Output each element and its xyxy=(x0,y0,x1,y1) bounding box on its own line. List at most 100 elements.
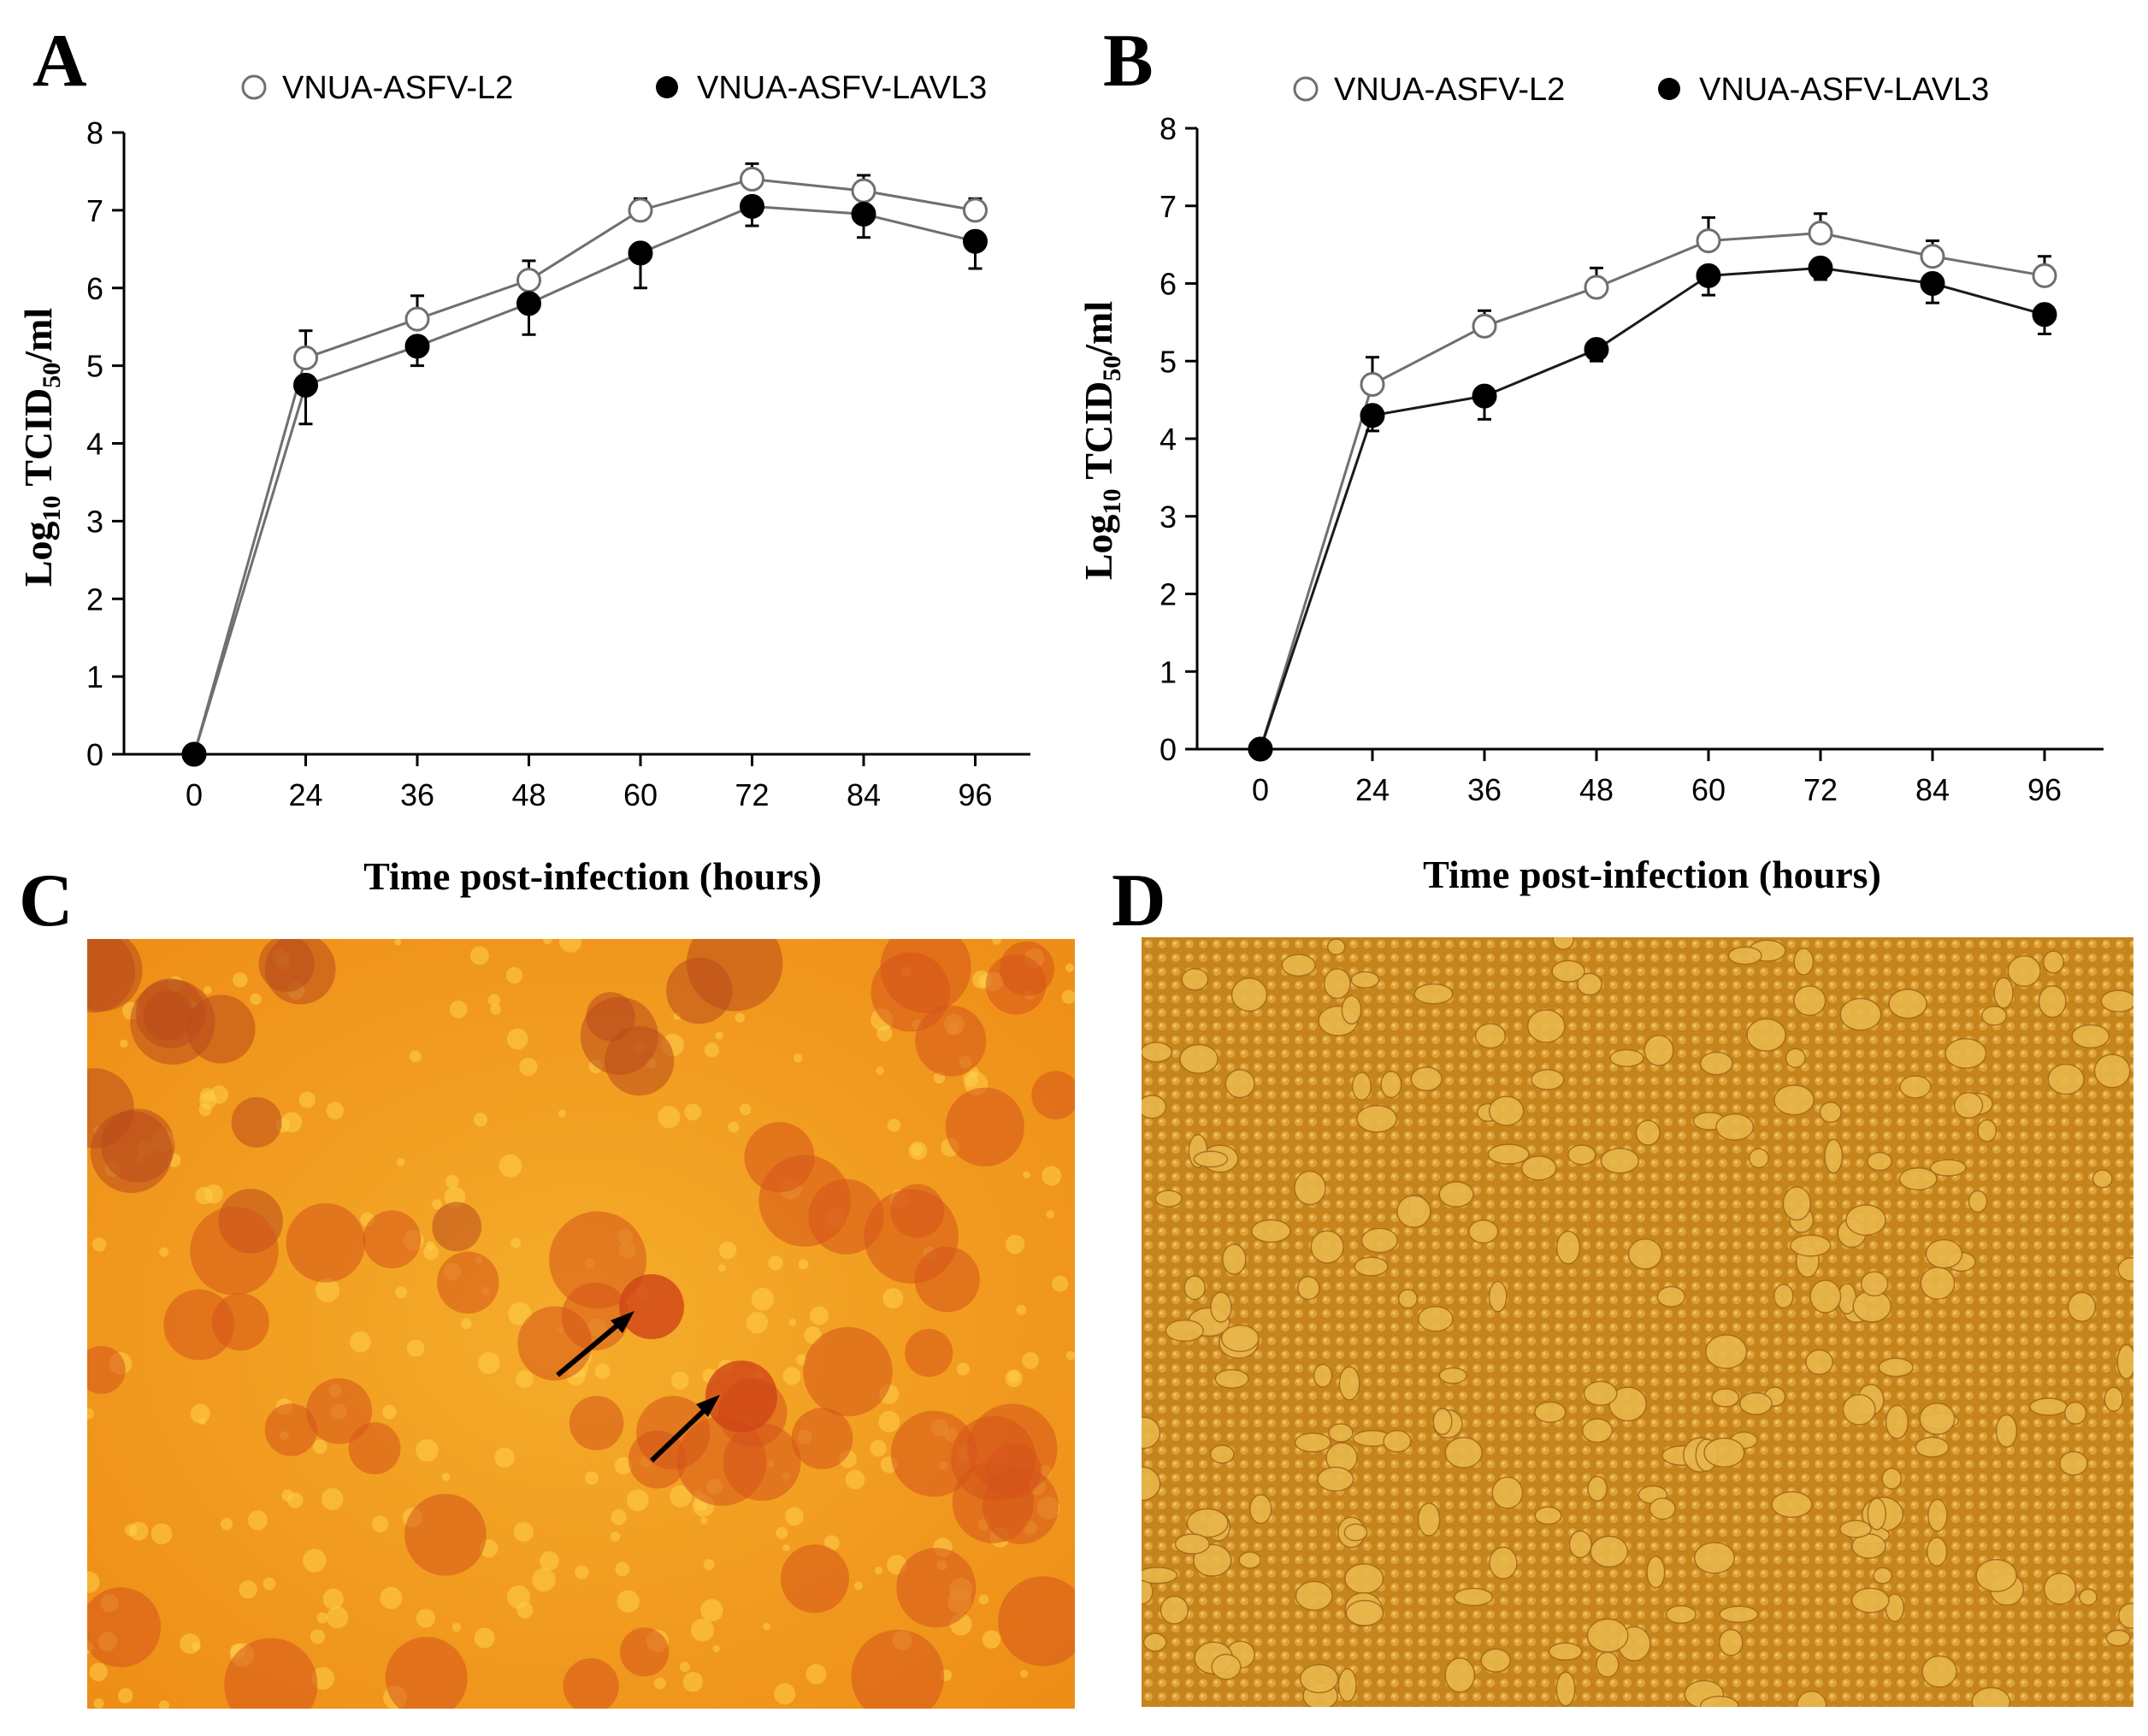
infected-cell-cluster xyxy=(385,1637,468,1709)
cell-body xyxy=(1211,1653,1242,1680)
cell-body xyxy=(1793,948,1815,976)
infected-cell-cluster xyxy=(636,1396,711,1470)
data-point-lavl3 xyxy=(1584,337,1609,363)
y-tick-label: 6 xyxy=(86,271,103,306)
data-point-l2 xyxy=(1696,228,1721,254)
x-tick-label: 60 xyxy=(623,777,658,812)
data-point-lavl3 xyxy=(1472,383,1497,409)
cell-body xyxy=(1555,1230,1581,1265)
cell-body xyxy=(1326,938,1346,956)
cell-body xyxy=(1337,1668,1357,1703)
cell-body xyxy=(1343,1523,1368,1542)
cell-highlight xyxy=(682,1672,704,1692)
cell-body xyxy=(1568,1530,1592,1559)
cell-body xyxy=(1487,1143,1530,1165)
cell-highlight xyxy=(532,1568,556,1592)
y-tick-label: 5 xyxy=(1160,344,1177,379)
x-tick-label: 36 xyxy=(1467,772,1502,807)
cell-body xyxy=(1142,1466,1161,1502)
cell-highlight xyxy=(425,1241,435,1250)
panel-letter-a: A xyxy=(32,20,87,103)
cell-body xyxy=(1944,1037,1987,1069)
infected-cell-cluster xyxy=(264,939,336,1005)
cell-highlight xyxy=(774,1683,796,1705)
cell-body xyxy=(1350,971,1380,989)
hemadsorption-focus xyxy=(705,1361,777,1432)
cell-highlight xyxy=(281,1489,294,1502)
cell-highlight xyxy=(540,1551,559,1571)
cell-highlight xyxy=(499,1154,522,1178)
cell-body xyxy=(1548,1642,1583,1662)
cell-body xyxy=(1746,1018,1787,1052)
data-point-l2 xyxy=(1584,275,1609,300)
series-line-l2 xyxy=(192,178,976,755)
cell-body xyxy=(1344,1563,1384,1594)
cell-body xyxy=(1294,1432,1331,1453)
cell-highlight xyxy=(1005,1369,1023,1388)
cell-body xyxy=(2093,1054,2131,1089)
cell-highlight xyxy=(670,1371,689,1390)
cell-highlight xyxy=(382,1404,397,1420)
cell-body xyxy=(2007,954,2041,987)
cell-highlight xyxy=(516,1602,534,1619)
arrow-1 xyxy=(556,1311,634,1378)
cell-body xyxy=(1971,1686,2011,1707)
cell-body xyxy=(1898,1167,1938,1191)
cell-body xyxy=(1819,1101,1842,1124)
cell-body xyxy=(1809,1279,1842,1314)
series-line-lavl3 xyxy=(192,204,976,755)
cell-body xyxy=(1867,1497,1887,1531)
cell-body xyxy=(2117,1603,2133,1629)
cell-highlight xyxy=(89,1662,108,1681)
chart-b: VNUA-ASFV-L2 VNUA-ASFV-LAVL3 0 1 2 3 4 5 6 7 8 0 2… xyxy=(1077,72,2104,896)
cell-body xyxy=(1925,1238,1963,1269)
cell-highlight xyxy=(326,1101,345,1119)
micrograph-c xyxy=(87,939,1075,1709)
cell-body xyxy=(2047,1063,2085,1095)
infected-cell-cluster xyxy=(306,1378,373,1444)
y-tick-label: 6 xyxy=(1160,267,1177,302)
legend-l2-marker xyxy=(1293,76,1319,102)
y-tick-label: 1 xyxy=(86,659,103,694)
data-point-lavl3 xyxy=(851,201,876,227)
infected-cell-cluster xyxy=(803,1326,893,1417)
cell-body xyxy=(2063,1401,2087,1425)
cell-highlight xyxy=(679,1662,690,1673)
cell-highlight xyxy=(322,1588,344,1609)
cell-highlight xyxy=(878,1410,900,1432)
cell-highlight xyxy=(445,1174,459,1189)
cell-highlight xyxy=(700,1598,723,1622)
cell-body xyxy=(1596,1651,1620,1678)
data-point-lavl3 xyxy=(1360,403,1385,428)
cell-body xyxy=(1860,1271,1889,1297)
data-point-l2 xyxy=(740,167,764,192)
y-tick-label: 5 xyxy=(86,349,103,384)
infected-cell-cluster xyxy=(363,1210,422,1269)
cell-body xyxy=(1839,1520,1872,1538)
cell-highlight xyxy=(978,1594,989,1605)
cell-highlight xyxy=(617,1590,640,1613)
cell-highlight xyxy=(303,1549,327,1573)
cell-body xyxy=(1921,1655,1957,1688)
x-tick-label: 96 xyxy=(2027,772,2062,807)
x-tick-label: 36 xyxy=(400,777,434,812)
chart-b-xlabel: Time post-infection (hours) xyxy=(1423,853,1881,896)
data-point-lavl3 xyxy=(516,291,541,316)
infected-cell-cluster xyxy=(264,1403,318,1456)
cell-highlight xyxy=(190,1403,210,1424)
cell-body xyxy=(1534,1506,1562,1526)
y-tick-label: 2 xyxy=(86,582,103,617)
cell-highlight xyxy=(1052,1275,1069,1292)
cell-body xyxy=(1210,1291,1232,1323)
cell-body xyxy=(2092,1169,2113,1189)
cell-body xyxy=(2079,1588,2098,1606)
cell-body xyxy=(1338,1366,1360,1401)
cell-body xyxy=(1230,977,1268,1013)
cell-body xyxy=(1209,1444,1235,1464)
cell-body xyxy=(1142,1633,1167,1652)
infected-cell-cluster xyxy=(135,978,206,1048)
series-line-l2 xyxy=(1259,232,2045,750)
cell-body xyxy=(1417,1306,1454,1332)
cell-highlight xyxy=(1023,1171,1030,1179)
infected-cell-cluster xyxy=(896,1547,977,1628)
